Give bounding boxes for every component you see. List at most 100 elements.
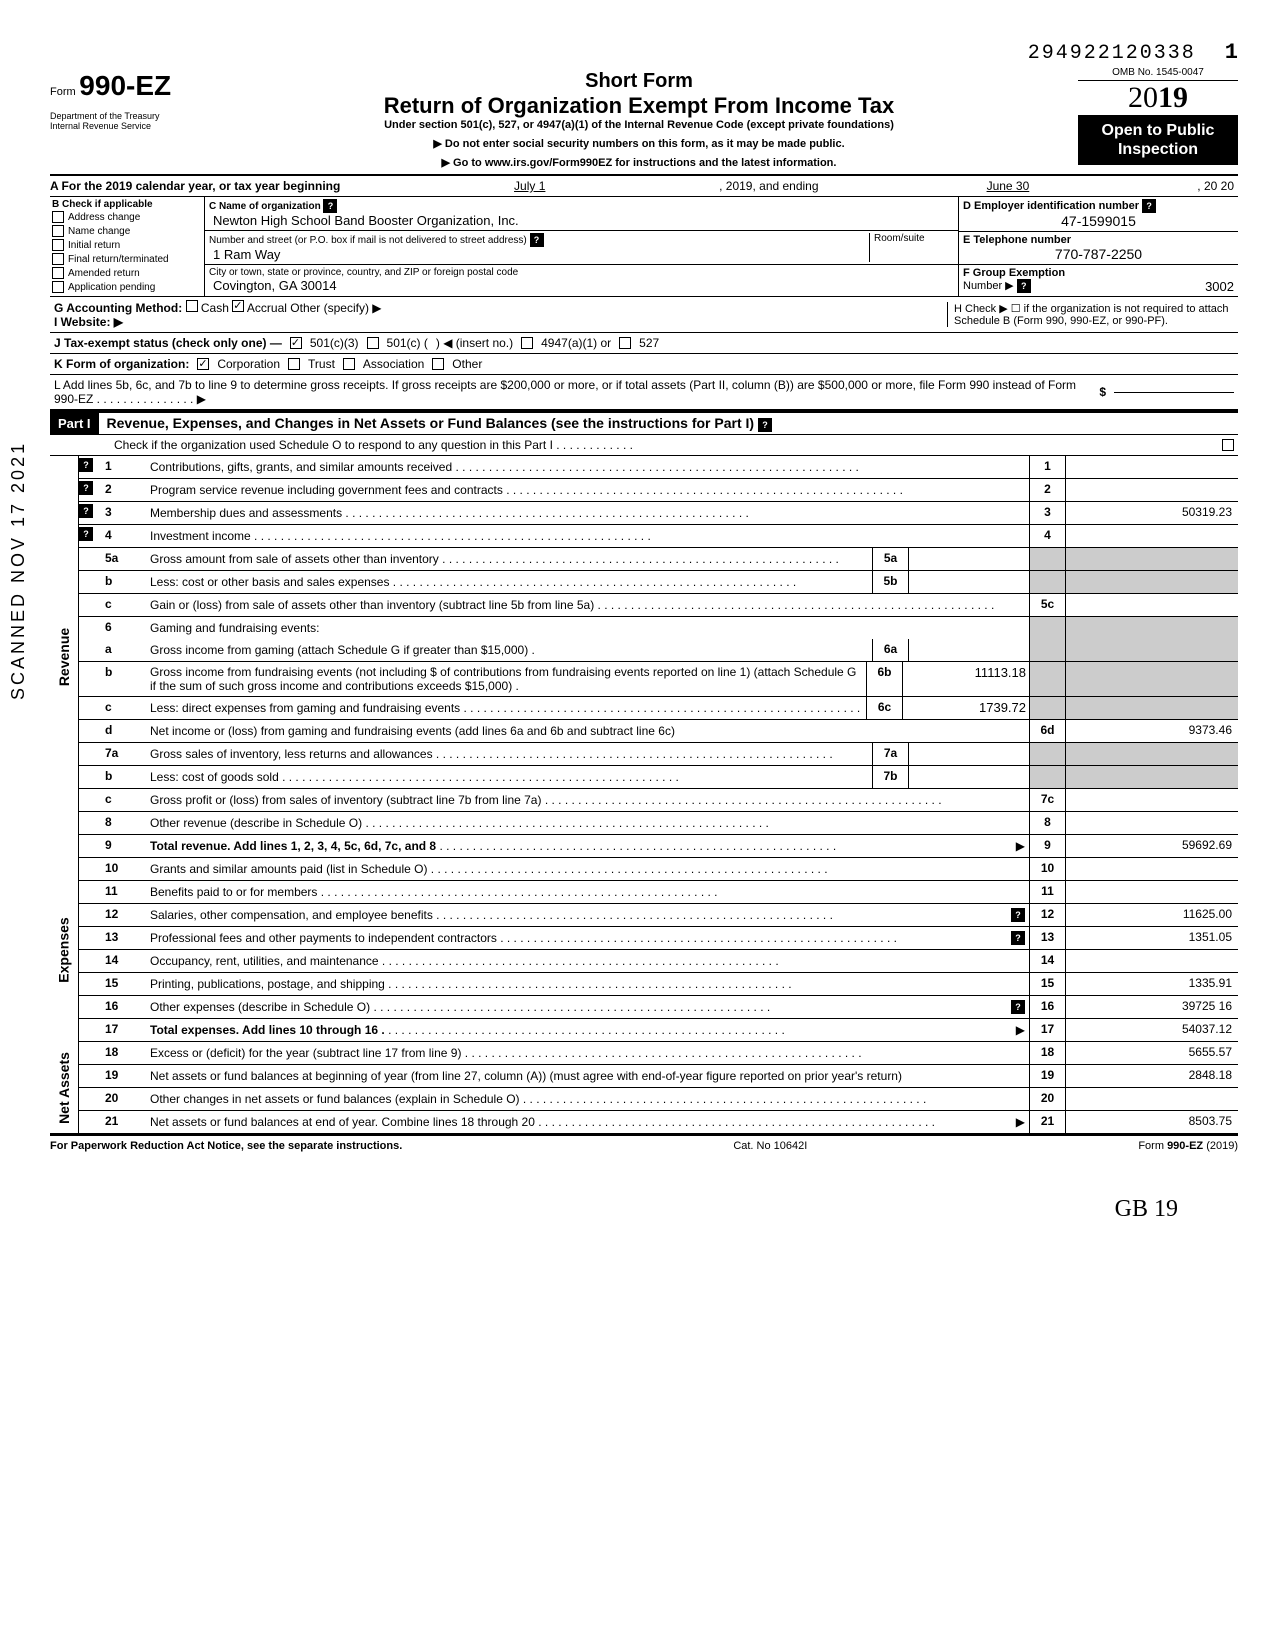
room-label: Room/suite <box>874 233 954 244</box>
j-501c: 501(c) ( <box>387 336 428 350</box>
line-a-year: , 20 20 <box>1197 179 1234 193</box>
dept-line2: Internal Revenue Service <box>50 121 200 131</box>
help-icon[interactable]: ? <box>1142 199 1156 213</box>
chk-4947[interactable] <box>521 337 533 349</box>
chk-assoc[interactable] <box>343 358 355 370</box>
row-17: Total expenses. Add lines 10 through 16 … <box>150 1023 1016 1037</box>
chk-cash[interactable] <box>186 300 198 312</box>
val-20 <box>1065 1088 1238 1110</box>
j-4947: 4947(a)(1) or <box>541 336 611 350</box>
help-icon[interactable]: ? <box>1017 279 1031 293</box>
j-501c3: 501(c)(3) <box>310 336 359 350</box>
row-15: Printing, publications, postage, and shi… <box>150 977 1025 991</box>
phone: 770-787-2250 <box>963 246 1234 262</box>
chk-address[interactable] <box>52 211 64 223</box>
help-icon[interactable]: ? <box>1011 908 1025 922</box>
dept-line1: Department of the Treasury <box>50 111 200 121</box>
info-grid: B Check if applicable Address change Nam… <box>50 197 1238 297</box>
chk-initial[interactable] <box>52 239 64 251</box>
l-text: L Add lines 5b, 6c, and 7b to line 9 to … <box>54 378 1076 406</box>
val-19: 2848.18 <box>1065 1065 1238 1087</box>
h-box: H Check ▶ ☐ if the organization is not r… <box>947 302 1234 327</box>
chk-corp[interactable] <box>197 358 209 370</box>
b-address: Address change <box>68 212 140 223</box>
chk-501c3[interactable] <box>290 337 302 349</box>
help-icon[interactable]: ? <box>79 527 93 541</box>
val-10 <box>1065 858 1238 880</box>
org-name: Newton High School Band Booster Organiza… <box>209 213 954 228</box>
k-assoc: Association <box>363 357 424 371</box>
row-11: Benefits paid to or for members <box>150 885 1025 899</box>
val-3: 50319.23 <box>1065 502 1238 524</box>
help-icon[interactable]: ? <box>530 233 544 247</box>
row-5b: Less: cost or other basis and sales expe… <box>150 575 868 589</box>
help-icon[interactable]: ? <box>758 418 772 432</box>
row-8: Other revenue (describe in Schedule O) . <box>150 816 1025 830</box>
open-public-1: Open to Public <box>1082 121 1234 140</box>
col-b: B Check if applicable Address change Nam… <box>50 197 205 296</box>
omb-number: OMB No. 1545-0047 <box>1078 65 1238 81</box>
chk-accrual[interactable] <box>232 300 244 312</box>
b-initial: Initial return <box>68 240 120 251</box>
val-16: 39725 16 <box>1065 996 1238 1018</box>
midval-6c: 1739.72 <box>902 697 1029 719</box>
col-right: D Employer identification number ? 47-15… <box>958 197 1238 296</box>
val-7c <box>1065 789 1238 811</box>
line-g-i: G Accounting Method: Cash Accrual Other … <box>50 297 1238 333</box>
g-other: Other (specify) ▶ <box>290 301 381 315</box>
row-7a: Gross sales of inventory, less returns a… <box>150 747 868 761</box>
line-a-begin: July 1 <box>344 179 715 193</box>
title-return: Return of Organization Exempt From Incom… <box>210 93 1068 119</box>
b-pending: Application pending <box>68 282 155 293</box>
val-21: 8503.75 <box>1065 1111 1238 1133</box>
chk-501c[interactable] <box>367 337 379 349</box>
help-icon[interactable]: ? <box>1011 1000 1025 1014</box>
part1-label: Part I <box>50 413 99 434</box>
footer-left: For Paperwork Reduction Act Notice, see … <box>50 1140 402 1152</box>
i-label: I Website: ▶ <box>54 315 123 329</box>
val-8 <box>1065 812 1238 834</box>
year-box: OMB No. 1545-0047 2019 Open to Public In… <box>1078 65 1238 165</box>
help-icon[interactable]: ? <box>1011 931 1025 945</box>
help-icon[interactable]: ? <box>79 504 93 518</box>
row-7b: Less: cost of goods sold <box>150 770 868 784</box>
row-9: Total revenue. Add lines 1, 2, 3, 4, 5c,… <box>150 839 1016 853</box>
val-15: 1335.91 <box>1065 973 1238 995</box>
row-20: Other changes in net assets or fund bala… <box>150 1092 1025 1106</box>
chk-amended[interactable] <box>52 267 64 279</box>
row-13: Professional fees and other payments to … <box>150 931 1011 945</box>
chk-other[interactable] <box>432 358 444 370</box>
val-5c <box>1065 594 1238 616</box>
chk-schedule-o[interactable] <box>1222 439 1234 451</box>
part1-header: Part I Revenue, Expenses, and Changes in… <box>50 411 1238 435</box>
dln-number: 294922120338 <box>1028 42 1196 65</box>
col-c: C Name of organization ? Newton High Sch… <box>205 197 958 296</box>
mid-6b: 6b <box>866 662 902 696</box>
help-icon[interactable]: ? <box>79 458 93 472</box>
line-a-end: June 30 <box>823 179 1194 193</box>
mid-5b: 5b <box>872 571 908 593</box>
help-icon[interactable]: ? <box>323 199 337 213</box>
chk-final[interactable] <box>52 253 64 265</box>
mid-6c: 6c <box>866 697 902 719</box>
row-5c: Gain or (loss) from sale of assets other… <box>150 598 1025 612</box>
midval-6b: 11113.18 <box>902 662 1029 696</box>
val-1 <box>1065 456 1238 478</box>
chk-name[interactable] <box>52 225 64 237</box>
chk-527[interactable] <box>619 337 631 349</box>
handwritten-initials: GB 19 <box>50 1196 1178 1223</box>
title-short-form: Short Form <box>210 70 1068 93</box>
e-label: E Telephone number <box>963 234 1071 246</box>
g-label: G Accounting Method: <box>54 301 182 315</box>
chk-trust[interactable] <box>288 358 300 370</box>
row-6d: Net income or (loss) from gaming and fun… <box>150 724 1025 738</box>
line-a: A For the 2019 calendar year, or tax yea… <box>50 176 1238 197</box>
row-14: Occupancy, rent, utilities, and maintena… <box>150 954 1025 968</box>
ein: 47-1599015 <box>963 213 1234 229</box>
mid-7b: 7b <box>872 766 908 788</box>
val-6d: 9373.46 <box>1065 720 1238 742</box>
top-number-row: 294922120338 1 <box>50 40 1238 65</box>
chk-pending[interactable] <box>52 281 64 293</box>
k-label: K Form of organization: <box>54 357 189 371</box>
help-icon[interactable]: ? <box>79 481 93 495</box>
